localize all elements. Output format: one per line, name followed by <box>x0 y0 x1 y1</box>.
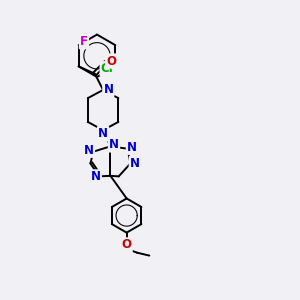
Text: N: N <box>84 144 94 157</box>
Text: N: N <box>109 138 119 152</box>
Text: Cl: Cl <box>101 62 113 75</box>
Text: N: N <box>127 141 137 154</box>
Text: F: F <box>80 35 88 48</box>
Text: O: O <box>122 238 132 251</box>
Text: O: O <box>106 55 116 68</box>
Text: N: N <box>98 127 108 140</box>
Text: N: N <box>91 170 101 184</box>
Text: N: N <box>103 83 113 96</box>
Text: N: N <box>130 157 140 170</box>
